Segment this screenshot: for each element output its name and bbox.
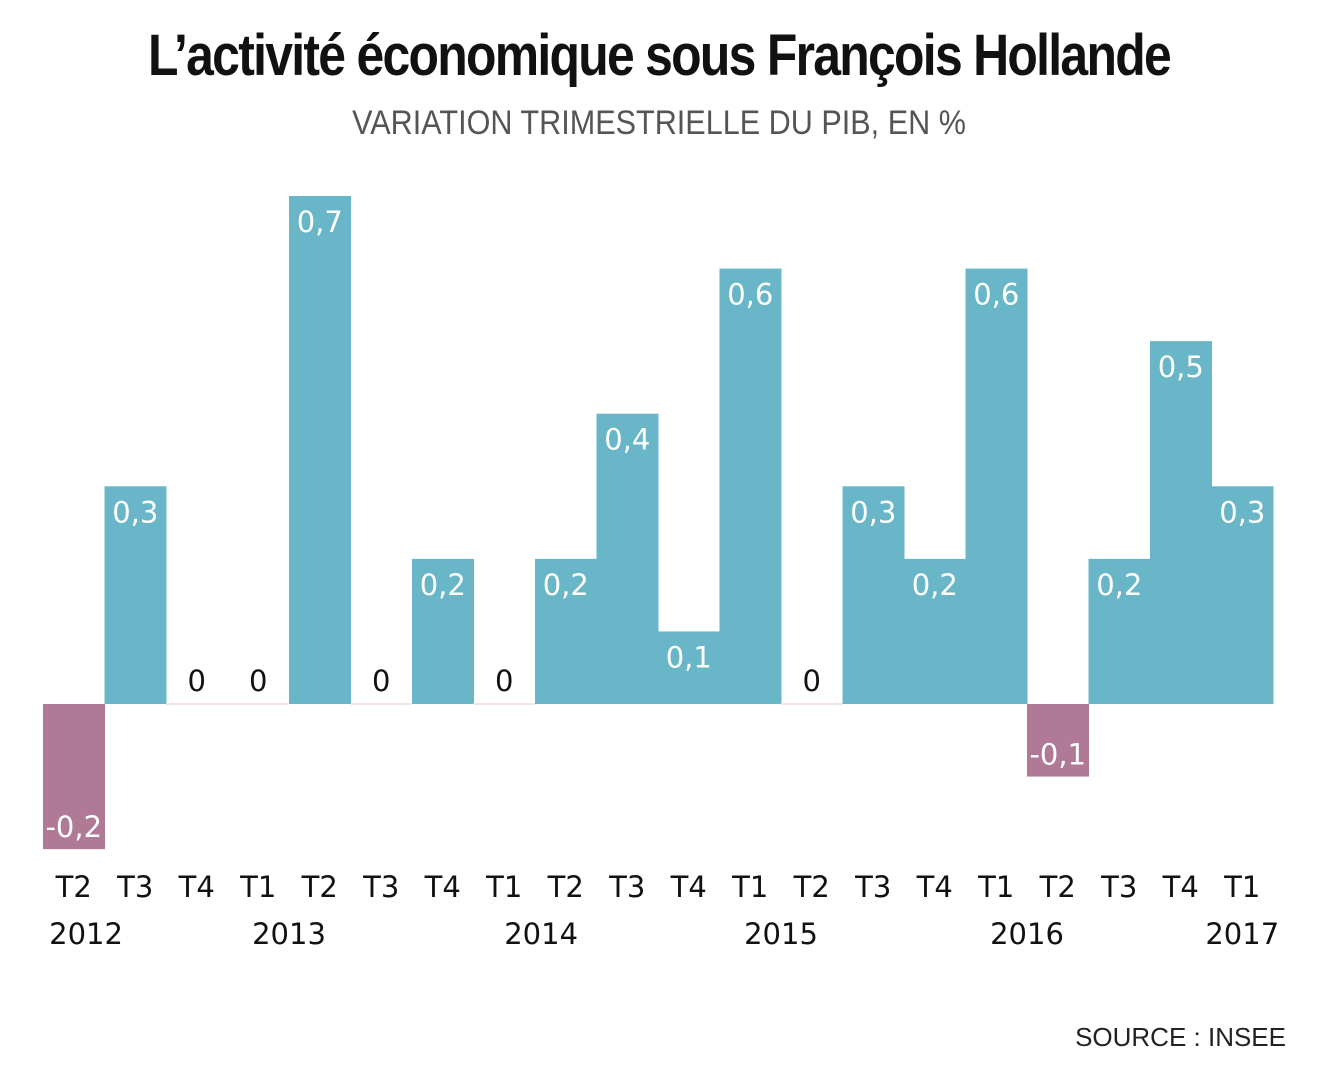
bar	[412, 558, 474, 704]
x-year-label: 2013	[252, 917, 326, 951]
x-tick-label: T1	[1223, 870, 1260, 904]
data-label: 0,6	[973, 278, 1019, 312]
data-label: 0,2	[1096, 568, 1142, 602]
x-tick-label: T2	[793, 870, 830, 904]
bar	[1150, 341, 1212, 704]
x-tick-label: T1	[239, 870, 276, 904]
x-tick-label: T1	[731, 870, 768, 904]
x-tick-label: T4	[916, 870, 953, 904]
data-label: 0	[372, 664, 390, 698]
data-label: 0,6	[727, 278, 773, 312]
data-label: 0,3	[112, 495, 158, 529]
bar	[1211, 486, 1274, 704]
bar	[289, 196, 351, 704]
x-tick-label: T4	[178, 870, 215, 904]
data-label: 0,3	[850, 495, 896, 529]
bar	[781, 703, 843, 705]
x-tick-label: T4	[670, 870, 707, 904]
x-tick-label: T2	[1039, 870, 1076, 904]
bar	[166, 703, 228, 705]
x-tick-label: T2	[55, 870, 92, 904]
x-tick-label: T3	[854, 870, 891, 904]
bar	[965, 268, 1028, 704]
x-tick-label: T3	[608, 870, 645, 904]
data-label: 0,2	[420, 568, 466, 602]
bar	[1088, 558, 1151, 704]
x-tick-label: T3	[1100, 870, 1137, 904]
data-label: 0,7	[297, 205, 343, 239]
data-label: 0,4	[604, 423, 650, 457]
data-label: 0,2	[543, 568, 589, 602]
x-tick-label: T4	[424, 870, 461, 904]
x-tick-label: T3	[362, 870, 399, 904]
bar	[596, 413, 659, 704]
bar	[43, 704, 105, 850]
x-tick-label: T3	[116, 870, 153, 904]
bar	[904, 558, 966, 704]
data-label: 0	[188, 664, 206, 698]
bar	[842, 486, 905, 704]
bar	[104, 486, 167, 704]
x-year-label: 2012	[49, 917, 123, 951]
bar	[535, 558, 597, 704]
x-year-label: 2015	[744, 917, 818, 951]
x-tick-label: T4	[1162, 870, 1199, 904]
bar	[473, 703, 535, 705]
bar	[719, 268, 782, 704]
data-label: 0,1	[666, 640, 712, 674]
source-note: SOURCE : INSEE	[1075, 1022, 1286, 1052]
x-tick-label: T2	[301, 870, 338, 904]
data-label: 0,5	[1158, 350, 1204, 384]
bar	[350, 703, 412, 705]
data-label: 0	[803, 664, 821, 698]
data-label: 0	[249, 664, 267, 698]
x-year-label: 2017	[1205, 917, 1279, 951]
bar	[227, 703, 289, 705]
x-year-label: 2014	[504, 917, 578, 951]
x-year-label: 2016	[990, 917, 1064, 951]
x-tick-label: T1	[977, 870, 1014, 904]
chart-subtitle: VARIATION TRIMESTRIELLE DU PIB, EN %	[352, 104, 966, 142]
bar	[1027, 704, 1089, 777]
data-label: 0,2	[912, 568, 958, 602]
bar	[658, 631, 720, 704]
data-label: -0,2	[45, 810, 102, 844]
data-label: -0,1	[1029, 738, 1086, 772]
data-label: 0,3	[1219, 495, 1265, 529]
x-tick-label: T2	[547, 870, 584, 904]
data-label: 0	[495, 664, 513, 698]
chart-title: L’activité économique sous François Holl…	[148, 23, 1172, 88]
x-tick-label: T1	[485, 870, 522, 904]
